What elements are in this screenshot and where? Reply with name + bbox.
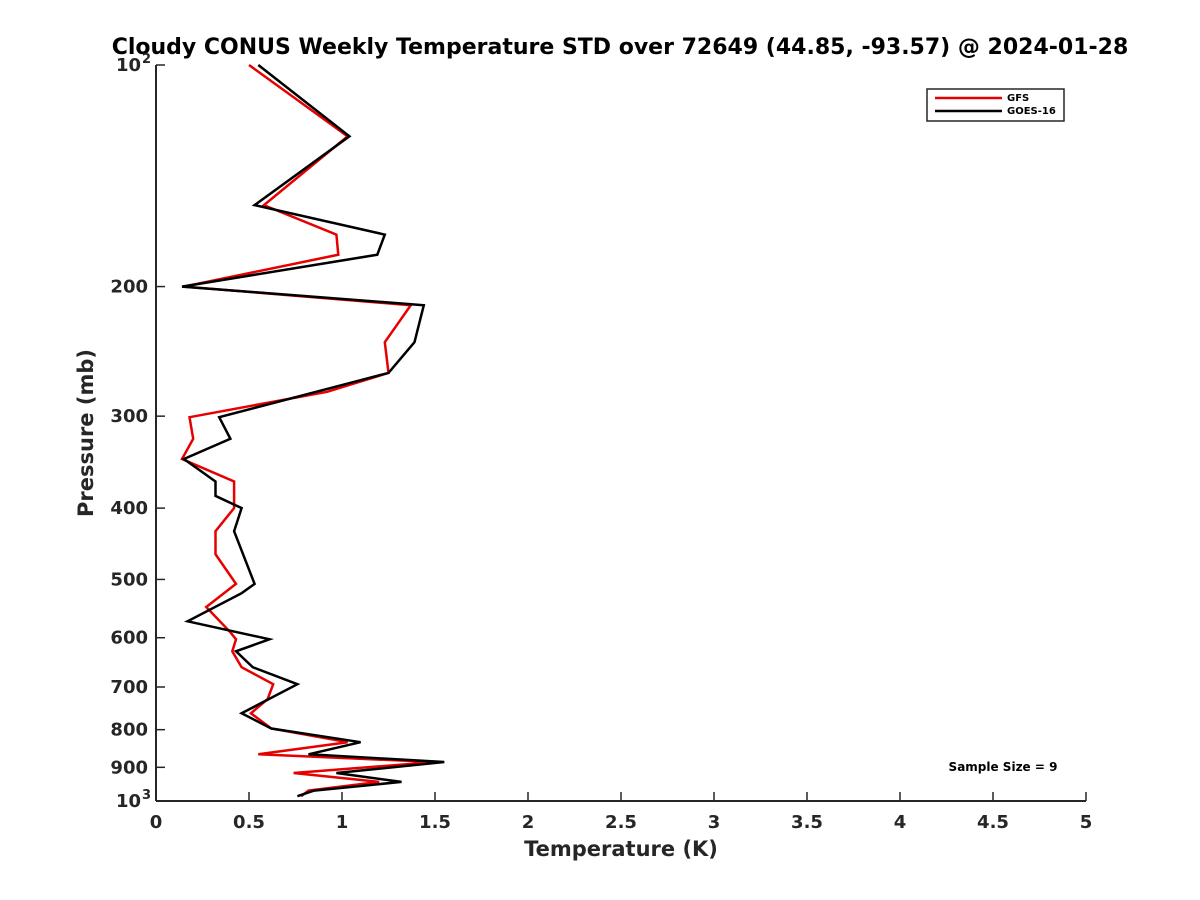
x-tick-label: 2.5 (605, 812, 637, 833)
y-tick-label: 400 (110, 498, 148, 519)
legend: GFS GOES-16 (926, 88, 1065, 122)
y-tick-label: 500 (110, 569, 148, 590)
x-tick-label: 4 (894, 812, 907, 833)
y-tick-label: 900 (110, 757, 148, 778)
y-tick-exponent: 3 (142, 788, 151, 803)
x-tick-label: 1 (336, 812, 349, 833)
chart-title: Cloudy CONUS Weekly Temperature STD over… (112, 35, 1129, 60)
y-tick-label: 10 (116, 791, 141, 812)
y-tick-label: 300 (110, 406, 148, 427)
legend-label-goes16: GOES-16 (1007, 106, 1056, 117)
series-line-gfs (180, 63, 436, 798)
x-tick-label: 0.5 (233, 812, 265, 833)
x-tick-label: 3.5 (791, 812, 823, 833)
y-tick-label: 10 (116, 55, 141, 76)
x-tick-label: 5 (1080, 812, 1093, 833)
x-tick-label: 0 (150, 812, 163, 833)
series-line-goes-16 (181, 64, 445, 798)
x-axis-label: Temperature (K) (524, 837, 718, 861)
x-tick-label: 4.5 (977, 812, 1009, 833)
y-axis-label: Pressure (mb) (74, 349, 98, 517)
legend-box (926, 88, 1065, 122)
y-tick-label: 700 (110, 677, 148, 698)
y-tick-label: 200 (110, 277, 148, 298)
x-tick-label: 1.5 (419, 812, 451, 833)
y-tick-label: 800 (110, 720, 148, 741)
x-ticks: 0 0.5 1 1.5 2 2.5 3 3.5 4 4.5 5 (150, 792, 1093, 833)
legend-label-gfs: GFS (1007, 93, 1029, 104)
x-tick-label: 2 (522, 812, 535, 833)
sample-size-annotation: Sample Size = 9 (949, 760, 1058, 774)
y-tick-label: 600 (110, 628, 148, 649)
x-tick-label: 3 (708, 812, 721, 833)
series-layer (180, 63, 445, 798)
y-tick-exponent: 2 (142, 52, 151, 67)
